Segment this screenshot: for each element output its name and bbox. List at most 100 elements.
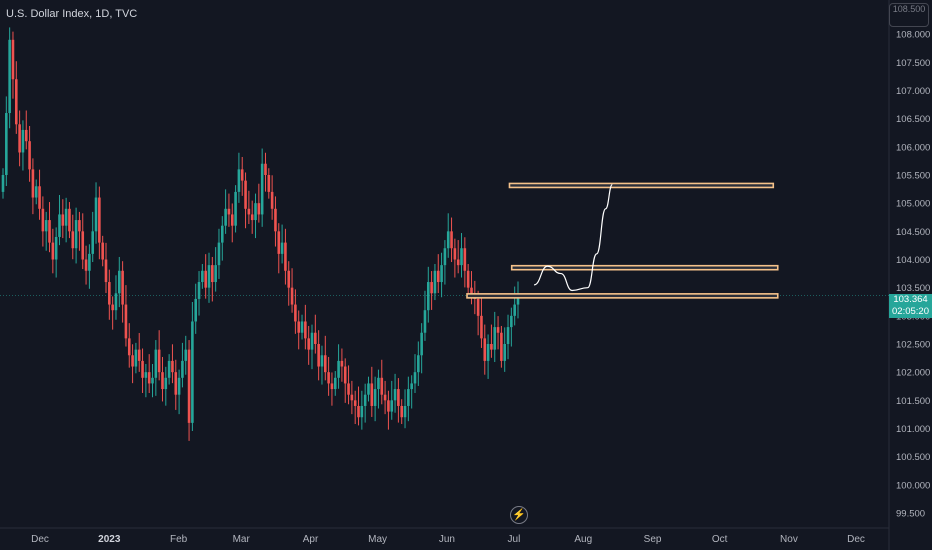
candle-body <box>317 344 320 367</box>
candle-body <box>230 214 234 226</box>
candle-body <box>390 400 394 412</box>
candle-body <box>220 225 224 243</box>
price-scale-button[interactable]: 108.500 <box>889 3 929 27</box>
candle-body <box>466 270 470 288</box>
candle-body <box>31 169 35 198</box>
candle-body <box>397 389 400 406</box>
candle-body <box>184 349 188 361</box>
x-tick-label: Oct <box>712 534 728 545</box>
candle-body <box>503 344 507 361</box>
y-tick-label: 101.500 <box>896 396 930 407</box>
candle-body <box>506 327 510 344</box>
x-tick-label: Sep <box>644 534 662 545</box>
candle-body <box>267 175 271 192</box>
candle-body <box>21 129 25 153</box>
candle-body <box>5 113 8 175</box>
candle-body <box>164 377 168 390</box>
candle-body <box>88 253 91 271</box>
candle-body <box>211 265 214 283</box>
candle-body <box>500 332 503 361</box>
chart-title: U.S. Dollar Index, 1D, TVC <box>6 8 138 20</box>
sr-zone <box>510 264 779 271</box>
candle-body <box>436 270 440 283</box>
x-tick-label: Jun <box>439 534 455 545</box>
y-tick-label: 105.500 <box>896 171 930 182</box>
candle-body <box>224 208 227 226</box>
candle-body <box>44 220 48 232</box>
projected-path <box>533 183 613 292</box>
x-tick-label: Jul <box>508 534 521 545</box>
candle-body <box>330 383 334 390</box>
candle-body <box>227 208 231 215</box>
sr-zone <box>508 182 775 189</box>
y-tick-label: 100.500 <box>896 452 930 463</box>
x-tick-label: May <box>368 534 387 545</box>
candle-body <box>254 203 257 221</box>
candle-body <box>277 231 281 254</box>
candle-body <box>127 338 131 356</box>
candle-body <box>114 293 118 311</box>
candle-body <box>450 231 453 249</box>
y-tick-label: 102.000 <box>896 368 930 379</box>
candle-body <box>101 242 104 260</box>
candle-body <box>41 208 45 232</box>
candle-body <box>320 355 324 367</box>
candle-body <box>327 372 330 384</box>
candle-body <box>516 295 520 305</box>
candle-body <box>460 248 463 266</box>
candle-body <box>117 270 121 294</box>
y-tick-label: 102.500 <box>896 340 930 351</box>
candle-body <box>510 315 513 328</box>
candle-body <box>104 259 108 283</box>
countdown-label: 02:05:20 <box>889 306 932 318</box>
candle-body <box>304 321 307 339</box>
candle-body <box>244 180 247 209</box>
candle-body <box>207 265 211 288</box>
candle-body <box>370 383 374 406</box>
candle-body <box>380 377 384 395</box>
sr-zone <box>466 293 779 299</box>
candle-body <box>400 405 404 418</box>
candle-body <box>154 349 158 378</box>
candle-body <box>171 360 174 373</box>
candle-body <box>490 344 493 350</box>
y-tick-label: 104.000 <box>896 255 930 266</box>
candle-body <box>250 214 254 221</box>
candle-body <box>410 383 413 390</box>
y-tick-label: 103.500 <box>896 283 930 294</box>
candle-body <box>51 242 55 260</box>
candle-body <box>124 304 128 339</box>
candle-body <box>480 315 483 339</box>
candle-body <box>161 372 164 390</box>
candle-body <box>240 169 244 181</box>
candle-body <box>470 287 473 294</box>
candle-body <box>443 248 447 266</box>
candle-body <box>337 360 340 378</box>
candle-body <box>201 270 204 283</box>
candle-body <box>430 282 433 294</box>
candle-body <box>294 304 297 322</box>
candle-body <box>420 332 423 356</box>
candle-body <box>137 349 141 361</box>
candle-body <box>287 270 291 288</box>
candle-body <box>413 372 417 384</box>
candle-body <box>274 208 277 232</box>
x-tick-label: Dec <box>847 534 865 545</box>
candle-body <box>486 344 490 361</box>
candle-body <box>426 282 430 311</box>
y-tick-label: 107.000 <box>896 86 930 97</box>
candle-body <box>496 327 500 333</box>
candle-body <box>290 287 294 305</box>
candle-body <box>24 129 28 142</box>
candle-body <box>493 327 497 350</box>
candle-body <box>68 208 71 232</box>
y-tick-label: 100.000 <box>896 480 930 491</box>
candle-body <box>314 332 317 344</box>
candle-body <box>270 191 274 209</box>
candle-body <box>393 389 397 401</box>
candle-body <box>333 377 337 390</box>
candle-body <box>360 405 364 418</box>
candle-body <box>234 191 237 226</box>
lightning-icon[interactable]: ⚡ <box>510 506 528 524</box>
